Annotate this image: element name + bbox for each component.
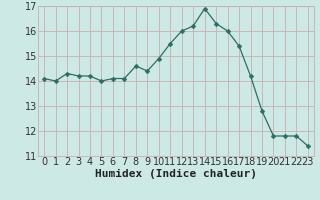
X-axis label: Humidex (Indice chaleur): Humidex (Indice chaleur) [95,169,257,179]
